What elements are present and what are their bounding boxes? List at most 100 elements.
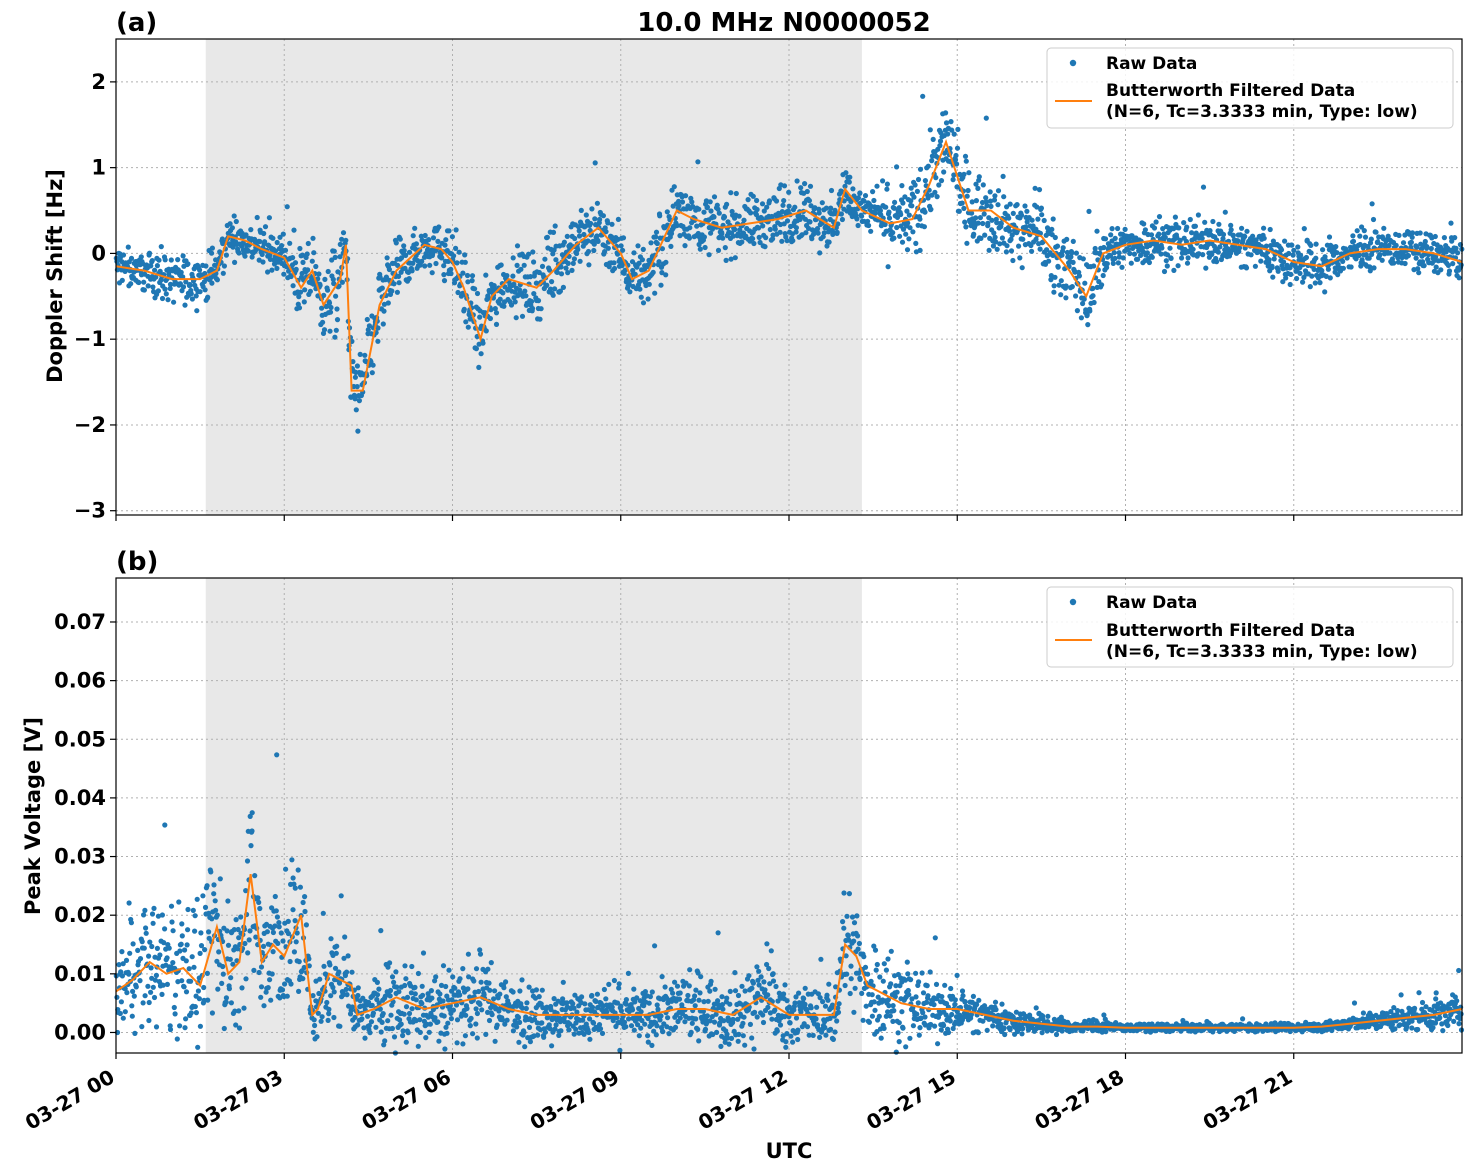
- raw-data-point: [414, 997, 419, 1002]
- raw-data-point: [682, 243, 687, 248]
- raw-data-point: [269, 268, 274, 273]
- raw-data-point: [928, 127, 933, 132]
- raw-data-point: [433, 974, 438, 979]
- raw-data-point: [922, 224, 927, 229]
- y-tick-label: −3: [74, 499, 106, 523]
- raw-data-point: [328, 310, 333, 315]
- raw-data-point: [457, 250, 462, 255]
- raw-data-point: [850, 914, 855, 919]
- raw-data-point: [310, 236, 315, 241]
- raw-data-point: [623, 1024, 628, 1029]
- raw-data-point: [259, 984, 264, 989]
- raw-data-point: [171, 300, 176, 305]
- raw-data-point: [238, 914, 243, 919]
- raw-data-point: [746, 973, 751, 978]
- raw-data-point: [1288, 282, 1293, 287]
- raw-data-point: [522, 263, 527, 268]
- raw-data-point: [1320, 247, 1325, 252]
- raw-data-point: [915, 189, 920, 194]
- raw-data-point: [931, 1002, 936, 1007]
- raw-data-point: [1103, 1029, 1108, 1034]
- raw-data-point: [1064, 237, 1069, 242]
- raw-data-point: [1410, 235, 1415, 240]
- raw-data-point: [565, 234, 570, 239]
- raw-data-point: [247, 937, 252, 942]
- raw-data-point: [895, 990, 900, 995]
- raw-data-point: [993, 1007, 998, 1012]
- raw-data-point: [213, 908, 218, 913]
- raw-data-point: [913, 994, 918, 999]
- raw-data-point: [236, 1008, 241, 1013]
- raw-data-point: [655, 1007, 660, 1012]
- raw-data-point: [828, 1027, 833, 1032]
- raw-data-point: [914, 1012, 919, 1017]
- raw-data-point: [658, 1013, 663, 1018]
- raw-data-point: [1239, 226, 1244, 231]
- raw-data-point: [517, 1020, 522, 1025]
- raw-data-point: [1193, 224, 1198, 229]
- raw-data-point: [1448, 221, 1453, 226]
- raw-data-point: [851, 1010, 856, 1015]
- raw-data-point: [442, 243, 447, 248]
- raw-data-point: [909, 203, 914, 208]
- raw-data-point: [441, 272, 446, 277]
- raw-data-point: [1002, 1032, 1007, 1037]
- raw-data-point: [355, 384, 360, 389]
- raw-data-point: [222, 263, 227, 268]
- raw-data-point: [539, 306, 544, 311]
- raw-data-point: [687, 967, 692, 972]
- raw-data-point: [1092, 300, 1097, 305]
- raw-data-point: [1319, 268, 1324, 273]
- raw-data-point: [433, 261, 438, 266]
- raw-data-point: [1020, 237, 1025, 242]
- raw-data-point: [955, 127, 960, 132]
- raw-data-point: [154, 1024, 159, 1029]
- raw-data-point: [716, 930, 721, 935]
- raw-data-point: [1294, 276, 1299, 281]
- raw-data-point: [875, 962, 880, 967]
- raw-data-point: [416, 971, 421, 976]
- raw-data-point: [976, 1030, 981, 1035]
- raw-data-point: [426, 237, 431, 242]
- raw-data-point: [1150, 255, 1155, 260]
- raw-data-point: [1309, 274, 1314, 279]
- raw-data-point: [1108, 232, 1113, 237]
- raw-data-point: [898, 212, 903, 217]
- raw-data-point: [888, 981, 893, 986]
- raw-data-point: [1009, 248, 1014, 253]
- raw-data-point: [551, 293, 556, 298]
- raw-data-point: [928, 969, 933, 974]
- raw-data-point: [936, 182, 941, 187]
- raw-data-point: [291, 283, 296, 288]
- raw-data-point: [1406, 253, 1411, 258]
- raw-data-point: [1074, 251, 1079, 256]
- raw-data-point: [703, 1027, 708, 1032]
- raw-data-point: [282, 981, 287, 986]
- raw-data-point: [185, 927, 190, 932]
- raw-data-point: [305, 251, 310, 256]
- raw-data-point: [202, 947, 207, 952]
- raw-data-point: [463, 1013, 468, 1018]
- raw-data-point: [516, 1015, 521, 1020]
- raw-data-point: [302, 894, 307, 899]
- raw-data-point: [150, 911, 155, 916]
- raw-data-point: [966, 170, 971, 175]
- raw-data-point: [380, 1020, 385, 1025]
- raw-data-point: [553, 223, 558, 228]
- raw-data-point: [923, 178, 928, 183]
- raw-data-point: [1334, 250, 1339, 255]
- raw-data-point: [394, 240, 399, 245]
- raw-data-point: [442, 1013, 447, 1018]
- raw-data-point: [861, 954, 866, 959]
- raw-data-point: [851, 939, 856, 944]
- raw-data-point: [951, 177, 956, 182]
- raw-data-point: [660, 974, 665, 979]
- raw-data-point: [143, 925, 148, 930]
- raw-data-point: [375, 980, 380, 985]
- raw-data-point: [663, 984, 668, 989]
- raw-data-point: [334, 306, 339, 311]
- raw-data-point: [1231, 233, 1236, 238]
- raw-data-point: [1179, 255, 1184, 260]
- raw-data-point: [198, 289, 203, 294]
- raw-data-point: [841, 926, 846, 931]
